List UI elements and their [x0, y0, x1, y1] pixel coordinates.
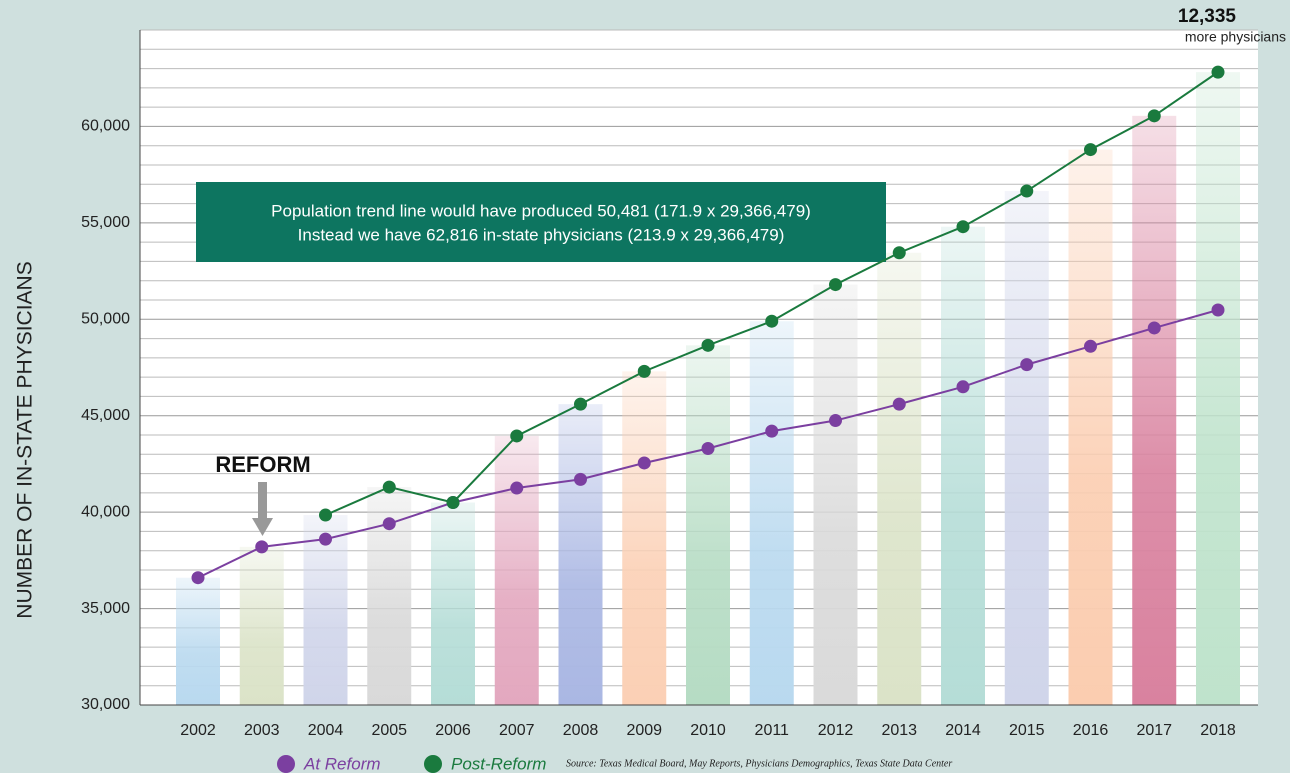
point	[1020, 184, 1034, 198]
x-tick-label: 2003	[244, 722, 280, 739]
bar	[1196, 72, 1240, 706]
bar	[622, 371, 667, 705]
bar	[813, 284, 858, 705]
x-tick-label: 2018	[1200, 722, 1236, 739]
bar	[1132, 115, 1177, 706]
x-tick-label: 2013	[881, 722, 917, 739]
point	[446, 496, 460, 509]
x-tick-label: 2008	[563, 722, 599, 739]
legend-label: At Reform	[303, 754, 381, 773]
annotation-text: Population trend line would have produce…	[271, 201, 811, 220]
point	[255, 540, 269, 554]
legend-marker	[277, 755, 295, 773]
annotation-text: Instead we have 62,816 in-state physicia…	[298, 225, 785, 244]
point	[191, 571, 205, 585]
bar	[239, 546, 284, 705]
point	[1147, 109, 1161, 123]
difference-value: 12,335	[1178, 6, 1237, 27]
y-tick-label: 45,000	[81, 407, 130, 424]
bar	[941, 226, 985, 705]
point	[892, 246, 906, 260]
x-tick-label: 2014	[945, 722, 981, 739]
point	[829, 414, 842, 428]
point	[956, 220, 970, 234]
bar	[431, 502, 475, 705]
point	[829, 278, 842, 292]
point	[510, 429, 524, 443]
bar	[558, 404, 603, 705]
y-tick-label: 55,000	[81, 214, 130, 231]
point	[1084, 143, 1097, 157]
point	[1211, 65, 1225, 79]
point	[637, 456, 651, 470]
x-tick-label: 2017	[1136, 722, 1172, 739]
x-tick-label: 2005	[371, 722, 407, 739]
point	[382, 517, 396, 531]
x-tick-label: 2007	[499, 722, 535, 739]
y-tick-label: 30,000	[81, 696, 130, 713]
point	[765, 314, 779, 328]
y-tick-label: 40,000	[81, 503, 130, 520]
bar	[1004, 191, 1049, 706]
x-tick-label: 2006	[435, 722, 471, 739]
point	[382, 480, 396, 494]
point	[510, 481, 524, 495]
point	[319, 532, 332, 546]
x-tick-label: 2009	[626, 722, 662, 739]
bar	[176, 577, 220, 705]
difference-note: more physicians	[1185, 29, 1286, 45]
point	[574, 397, 587, 411]
point	[765, 424, 779, 438]
y-axis-label: NUMBER OF IN-STATE PHYSICIANS	[14, 261, 37, 618]
y-tick-label: 50,000	[81, 311, 130, 328]
x-tick-label: 2004	[308, 722, 344, 739]
bar	[877, 252, 922, 705]
y-tick-label: 60,000	[81, 118, 130, 135]
reform-arrow	[258, 482, 267, 520]
point	[1084, 339, 1097, 353]
bar	[686, 345, 730, 705]
point	[956, 380, 970, 394]
annotation-box	[196, 182, 886, 262]
legend-marker	[424, 755, 442, 773]
bar	[494, 435, 539, 705]
point	[637, 364, 651, 378]
reform-label: REFORM	[215, 452, 310, 477]
point	[1020, 358, 1034, 372]
legend-label: Post-Reform	[451, 754, 546, 773]
bar	[303, 515, 348, 705]
x-tick-label: 2012	[818, 722, 854, 739]
bar	[1068, 149, 1113, 706]
point	[1147, 321, 1161, 335]
point	[701, 442, 715, 455]
x-tick-label: 2011	[755, 722, 790, 739]
reform-arrow-head	[252, 518, 273, 536]
point	[319, 508, 332, 522]
point	[892, 397, 906, 411]
source: Source: Texas Medical Board, May Reports…	[566, 758, 952, 769]
bar	[749, 321, 794, 705]
y-tick-label: 35,000	[81, 600, 130, 617]
point	[1211, 303, 1225, 317]
x-tick-label: 2015	[1009, 722, 1045, 739]
point	[574, 472, 587, 486]
x-tick-label: 2010	[690, 722, 726, 739]
point	[701, 338, 715, 352]
x-tick-label: 2002	[180, 722, 216, 739]
x-tick-label: 2016	[1073, 722, 1109, 739]
